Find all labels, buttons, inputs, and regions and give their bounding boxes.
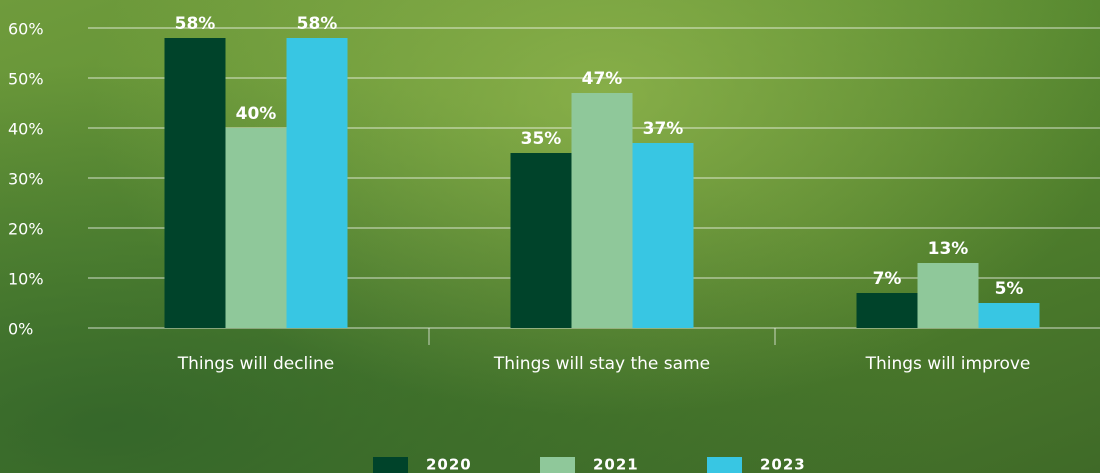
y-tick-label: 30% bbox=[8, 170, 44, 189]
legend-label: 2020 bbox=[426, 456, 472, 473]
value-label: 58% bbox=[175, 14, 216, 34]
value-label: 35% bbox=[521, 129, 562, 149]
legend-label: 2023 bbox=[760, 456, 806, 473]
legend-swatch bbox=[540, 457, 575, 473]
value-label: 5% bbox=[995, 279, 1024, 299]
y-tick-label: 0% bbox=[8, 320, 33, 339]
bar bbox=[286, 38, 348, 328]
y-tick-label: 10% bbox=[8, 270, 44, 289]
value-label: 47% bbox=[582, 69, 623, 89]
bar bbox=[225, 128, 287, 328]
bar bbox=[571, 93, 633, 328]
y-tick-label: 20% bbox=[8, 220, 44, 239]
bar bbox=[856, 293, 918, 328]
value-label: 13% bbox=[928, 239, 969, 259]
value-label: 58% bbox=[297, 14, 338, 34]
x-tick-label: Things will stay the same bbox=[493, 354, 710, 374]
bar bbox=[917, 263, 979, 328]
x-tick-label: Things will improve bbox=[865, 354, 1031, 374]
bar bbox=[978, 303, 1040, 328]
y-tick-label: 60% bbox=[8, 20, 44, 39]
y-tick-label: 40% bbox=[8, 120, 44, 139]
value-label: 40% bbox=[236, 104, 277, 124]
legend-swatch bbox=[373, 457, 408, 473]
bar bbox=[510, 153, 572, 328]
bar bbox=[164, 38, 226, 328]
x-tick-label: Things will decline bbox=[177, 354, 334, 374]
value-label: 7% bbox=[873, 269, 902, 289]
value-label: 37% bbox=[643, 119, 684, 139]
y-tick-label: 50% bbox=[8, 70, 44, 89]
legend-label: 2021 bbox=[593, 456, 639, 473]
bar bbox=[632, 143, 694, 328]
legend-swatch bbox=[707, 457, 742, 473]
